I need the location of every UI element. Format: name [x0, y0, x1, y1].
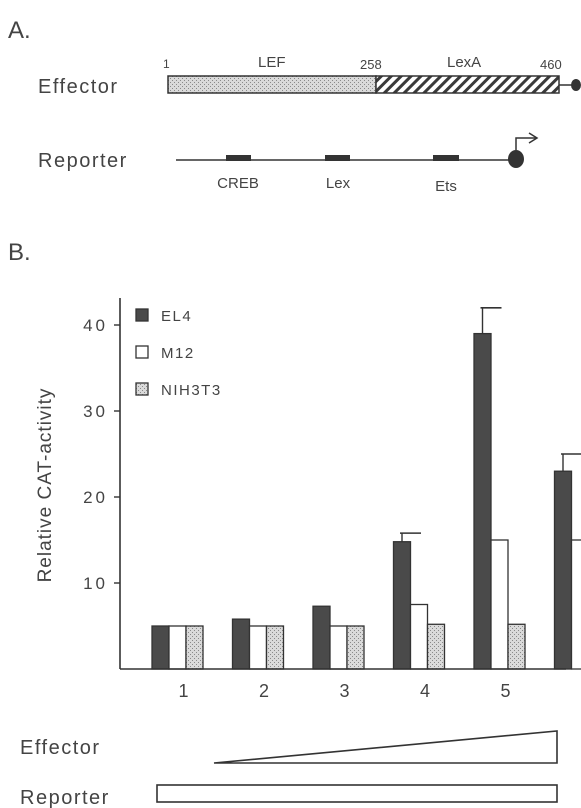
legend-swatch-el4	[135, 308, 149, 322]
effector-segment2-name: LexA	[447, 54, 481, 71]
reporter-constant-bar	[156, 784, 558, 803]
effector-end-cap	[571, 79, 581, 91]
bar-el4-1	[151, 625, 170, 670]
bar-nih3t3-5	[507, 623, 526, 670]
effector-segment1-name: LEF	[258, 54, 286, 71]
effector-lef-segment	[167, 75, 377, 94]
y-ticks: 10 20 30 40	[83, 316, 120, 593]
reporter-promoter	[508, 150, 524, 168]
x-tick-label-2: 2	[259, 681, 269, 701]
panel-b-label: B.	[8, 239, 31, 266]
effector-amount-ramp	[213, 730, 558, 764]
legend-swatch-nih3t3	[135, 382, 149, 396]
effector-pos-end: 460	[540, 57, 562, 72]
bar-el4-2	[231, 618, 251, 670]
reporter-bar-label: Reporter	[20, 787, 110, 808]
y-axis-label: Relative CAT-activity	[35, 388, 56, 583]
y-tick-label-40: 40	[83, 316, 108, 335]
bar-m12-2	[248, 625, 268, 670]
x-tick-label-4: 4	[420, 681, 430, 701]
x-tick-label-1: 1	[178, 681, 188, 701]
transcription-start-arrow	[515, 137, 536, 150]
effector-pos-mid: 258	[360, 57, 382, 72]
legend-label-m12: M12	[161, 345, 195, 362]
x-tick-labels: 123456	[178, 681, 581, 701]
y-tick-label-10: 10	[83, 574, 108, 593]
reporter-row-label: Reporter	[38, 150, 128, 172]
legend-label-el4: EL4	[161, 308, 192, 325]
x-tick-label-5: 5	[500, 681, 510, 701]
legend-swatch-m12	[135, 345, 149, 359]
chart-legend: EL4 M12 NIH3T3	[135, 308, 222, 399]
bar-nih3t3-4	[426, 623, 446, 670]
bar-m12-5	[490, 539, 509, 670]
reporter-site-label-ets: Ets	[435, 178, 457, 195]
effector-row-label: Effector	[38, 76, 119, 98]
bar-el4-5	[473, 332, 492, 670]
bar-m12-1	[168, 625, 187, 670]
bar-m12-6	[570, 539, 581, 670]
bar-el4-3	[312, 605, 331, 670]
effector-ramp-label: Effector	[20, 737, 101, 759]
transcription-arrow-head	[528, 132, 539, 144]
panel-a-label: A.	[8, 17, 31, 44]
bar-el4-4	[392, 541, 412, 670]
reporter-site-label-creb: CREB	[217, 175, 259, 192]
reporter-site-creb	[226, 155, 251, 161]
bar-m12-4	[409, 603, 429, 670]
x-tick-label-3: 3	[339, 681, 349, 701]
bar-nih3t3-2	[265, 625, 285, 670]
reporter-site-lex	[325, 155, 350, 161]
effector-lexa-segment	[375, 75, 560, 94]
bar-m12-3	[329, 625, 348, 670]
bar-nih3t3-1	[185, 625, 204, 670]
effector-pos-start: 1	[163, 57, 170, 71]
bar-el4-6	[553, 470, 573, 670]
bar-nih3t3-3	[346, 625, 365, 670]
reporter-site-label-lex: Lex	[326, 175, 351, 192]
chart-bars	[151, 306, 581, 670]
y-tick-label-30: 30	[83, 402, 108, 421]
legend-label-nih3t3: NIH3T3	[161, 382, 222, 399]
y-tick-label-20: 20	[83, 488, 108, 507]
reporter-site-ets	[433, 155, 459, 161]
